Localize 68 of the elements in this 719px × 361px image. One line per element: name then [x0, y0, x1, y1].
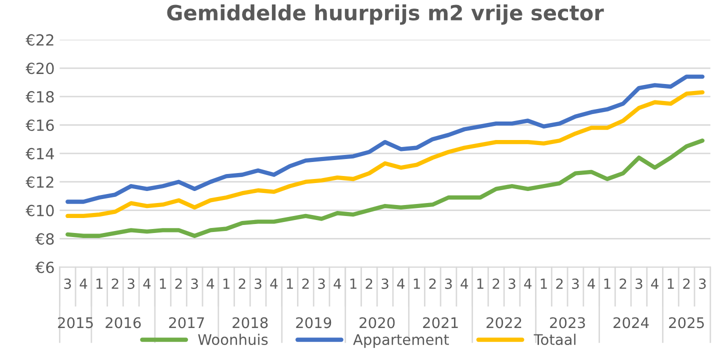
- y-tick-label: €18: [26, 91, 54, 103]
- line-series: [66, 74, 705, 204]
- x-tick-label: 2: [238, 278, 246, 289]
- x-tick-label: 1: [668, 278, 674, 289]
- legend-label: Appartement: [353, 334, 449, 348]
- text: 2024: [614, 317, 649, 328]
- x-tick-label: 1: [414, 278, 420, 289]
- x-tick-label: 1: [350, 278, 356, 289]
- x-tick-label: 2: [175, 278, 182, 289]
- x-tick-label: 1: [477, 278, 484, 289]
- line-series: [66, 90, 705, 218]
- x-tick-label: 4: [460, 278, 468, 289]
- x-tick-label: 2: [366, 278, 372, 289]
- x-tick-label: 1: [96, 278, 102, 289]
- x-tick-label: 4: [80, 278, 88, 289]
- y-tick-label: €22: [26, 34, 54, 46]
- x-tick-label: 3: [508, 278, 516, 289]
- text: 2025: [669, 317, 704, 328]
- y-tick-label: €6: [35, 262, 54, 274]
- line-series: [66, 138, 705, 238]
- text: 2022: [486, 317, 522, 328]
- x-tick-label: 4: [206, 278, 214, 289]
- x-tick-label: 2: [492, 278, 500, 289]
- x-tick-label: 3: [636, 278, 642, 289]
- x-tick-label: 1: [286, 278, 293, 289]
- x-tick-label: 2: [556, 278, 563, 289]
- text: 2016: [106, 317, 141, 328]
- legend-label: Totaal: [534, 334, 576, 346]
- x-tick-label: 3: [318, 278, 325, 289]
- x-tick-label: 2: [683, 278, 690, 289]
- x-tick-label: 3: [64, 278, 71, 289]
- x-tick-label: 4: [143, 278, 151, 289]
- x-tick-label: 2: [302, 278, 309, 289]
- x-tick-label: 3: [254, 278, 262, 289]
- x-tick-label: 2: [112, 278, 118, 289]
- chart-title: Gemiddelde huurprijs m2 vrije sector: [167, 4, 604, 25]
- x-tick-label: 3: [572, 278, 579, 289]
- x-tick-label: 3: [382, 278, 388, 289]
- y-tick-label: €14: [26, 148, 54, 160]
- x-tick-label: 3: [699, 278, 706, 289]
- x-tick-label: 3: [191, 278, 198, 289]
- x-tick-label: 2: [429, 278, 436, 289]
- text: 2017: [169, 317, 204, 328]
- y-tick-label: €12: [26, 176, 54, 188]
- text: 2021: [423, 317, 458, 328]
- x-tick-label: 3: [445, 278, 452, 289]
- x-tick-label: 1: [604, 278, 610, 289]
- x-tick-label: 4: [524, 278, 532, 289]
- y-tick-label: €16: [26, 119, 54, 132]
- x-tick-label: 4: [270, 278, 278, 289]
- text: 2018: [232, 317, 268, 328]
- y-tick-label: €20: [26, 62, 54, 74]
- y-tick-label: €10: [26, 204, 54, 216]
- legend-label: Woonhuis: [198, 334, 268, 346]
- x-tick-label: 4: [334, 278, 342, 289]
- text: 2020: [360, 317, 395, 328]
- text: 2023: [550, 317, 585, 328]
- x-tick-label: 1: [540, 278, 547, 289]
- x-tick-label: 1: [223, 278, 230, 289]
- x-tick-label: 4: [588, 278, 595, 289]
- x-tick-label: 4: [651, 278, 658, 289]
- x-tick-label: 1: [160, 278, 166, 289]
- y-tick-label: €8: [35, 233, 54, 245]
- x-tick-label: 4: [397, 278, 405, 289]
- text: 2019: [296, 317, 332, 328]
- x-tick-label: 2: [620, 278, 626, 289]
- x-tick-label: 3: [128, 278, 134, 289]
- text: 2015: [58, 317, 93, 328]
